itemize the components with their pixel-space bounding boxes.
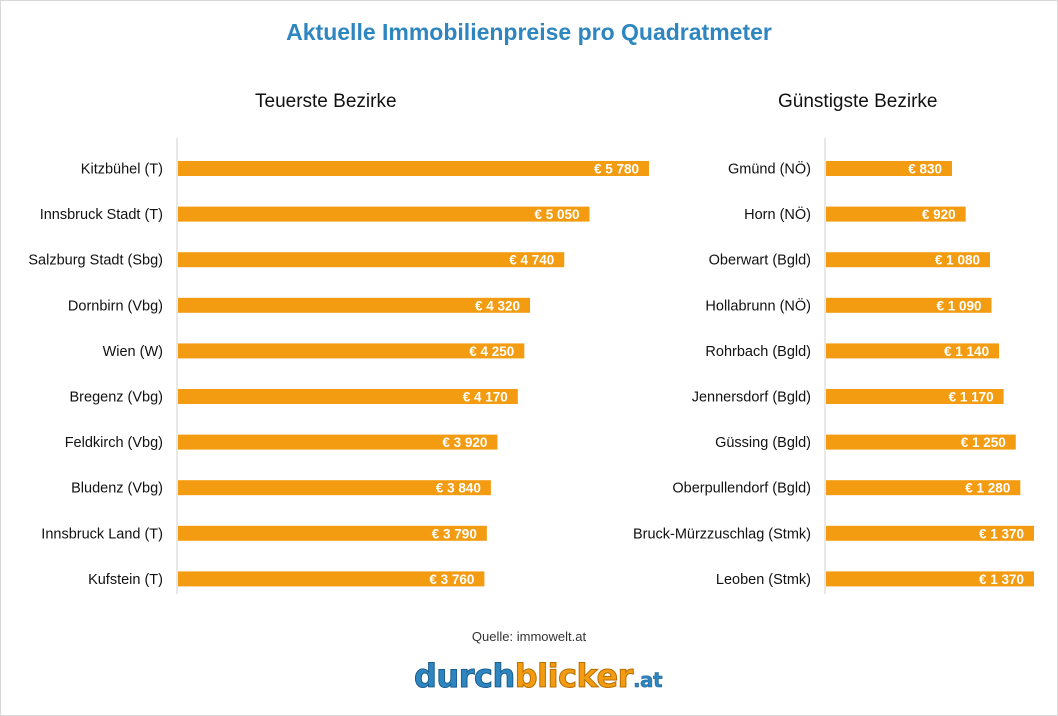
left-bar (178, 297, 531, 313)
left-category-label: Kitzbühel (T) (81, 162, 163, 178)
left-bar (178, 389, 518, 404)
right-category-label: Güssing (Bgld) (715, 435, 811, 451)
logo-text-durch: durch (414, 657, 516, 696)
right-bar (826, 525, 1034, 541)
right-value-label: € 1 250 (961, 435, 1006, 450)
right-value-label: € 1 280 (965, 481, 1010, 496)
left-category-label: Wien (W) (103, 344, 163, 360)
left-value-label: € 4 320 (475, 298, 520, 313)
left-category-label: Bludenz (Vbg) (71, 481, 163, 497)
left-value-label: € 5 050 (534, 207, 579, 222)
left-bar (178, 161, 649, 176)
source-note: Quelle: immowelt.at (471, 629, 587, 644)
right-bar (826, 161, 953, 176)
left-category-label: Innsbruck Stadt (T) (40, 207, 163, 223)
right-category-label: Oberpullendorf (Bgld) (672, 481, 811, 497)
right-bar (826, 343, 1000, 359)
right-category-label: Bruck-Mürzzuschlag (Stmk) (633, 526, 811, 542)
right-category-label: Hollabrunn (NÖ) (705, 296, 811, 314)
right-category-label: Oberwart (Bgld) (709, 253, 811, 269)
right-bar (826, 297, 992, 313)
right-bar (826, 480, 1021, 496)
left-value-label: € 3 840 (436, 481, 481, 496)
right-bar (826, 389, 1004, 404)
right-value-label: € 1 080 (935, 253, 980, 268)
left-category-label: Innsbruck Land (T) (41, 526, 163, 542)
left-bar (178, 206, 590, 222)
left-panel-title: Teuerste Bezirke (255, 91, 397, 112)
right-bar (826, 434, 1016, 450)
left-bar (178, 525, 487, 541)
left-category-label: Kufstein (T) (88, 572, 163, 588)
brand-logo: durchblicker.at (414, 657, 663, 696)
left-value-label: € 3 760 (429, 572, 474, 587)
right-value-label: € 830 (908, 162, 942, 177)
left-bar (178, 571, 485, 587)
right-value-label: € 920 (922, 207, 956, 222)
right-value-label: € 1 170 (949, 390, 994, 405)
left-value-label: € 5 780 (594, 162, 639, 177)
right-value-label: € 1 370 (979, 526, 1024, 541)
left-value-label: € 3 790 (432, 526, 477, 541)
chart-title: Aktuelle Immobilienpreise pro Quadratmet… (286, 19, 772, 45)
right-category-label: Jennersdorf (Bgld) (692, 390, 811, 406)
right-bar (826, 206, 966, 222)
logo-text-blicker: blicker (514, 657, 634, 696)
left-bar (178, 252, 565, 268)
right-value-label: € 1 370 (979, 572, 1024, 587)
left-category-label: Bregenz (Vbg) (70, 390, 164, 406)
left-category-label: Dornbirn (Vbg) (68, 298, 163, 314)
right-bar (826, 252, 990, 268)
left-bar (178, 434, 498, 450)
left-value-label: € 4 250 (469, 344, 514, 359)
left-value-label: € 3 920 (442, 435, 487, 450)
left-value-label: € 4 740 (509, 253, 554, 268)
right-category-label: Rohrbach (Bgld) (705, 344, 811, 360)
logo-text-at: .at (632, 668, 663, 693)
right-value-label: € 1 140 (944, 344, 989, 359)
left-bar (178, 343, 525, 359)
right-category-label: Gmünd (NÖ) (728, 160, 811, 178)
right-category-label: Leoben (Stmk) (716, 572, 811, 588)
left-value-label: € 4 170 (463, 390, 508, 405)
right-category-label: Horn (NÖ) (744, 205, 811, 223)
left-bar (178, 480, 491, 496)
left-category-label: Feldkirch (Vbg) (65, 435, 163, 451)
right-panel-title: Günstigste Bezirke (778, 91, 938, 112)
right-value-label: € 1 090 (936, 298, 981, 313)
right-bar (826, 571, 1034, 587)
left-category-label: Salzburg Stadt (Sbg) (28, 253, 163, 269)
